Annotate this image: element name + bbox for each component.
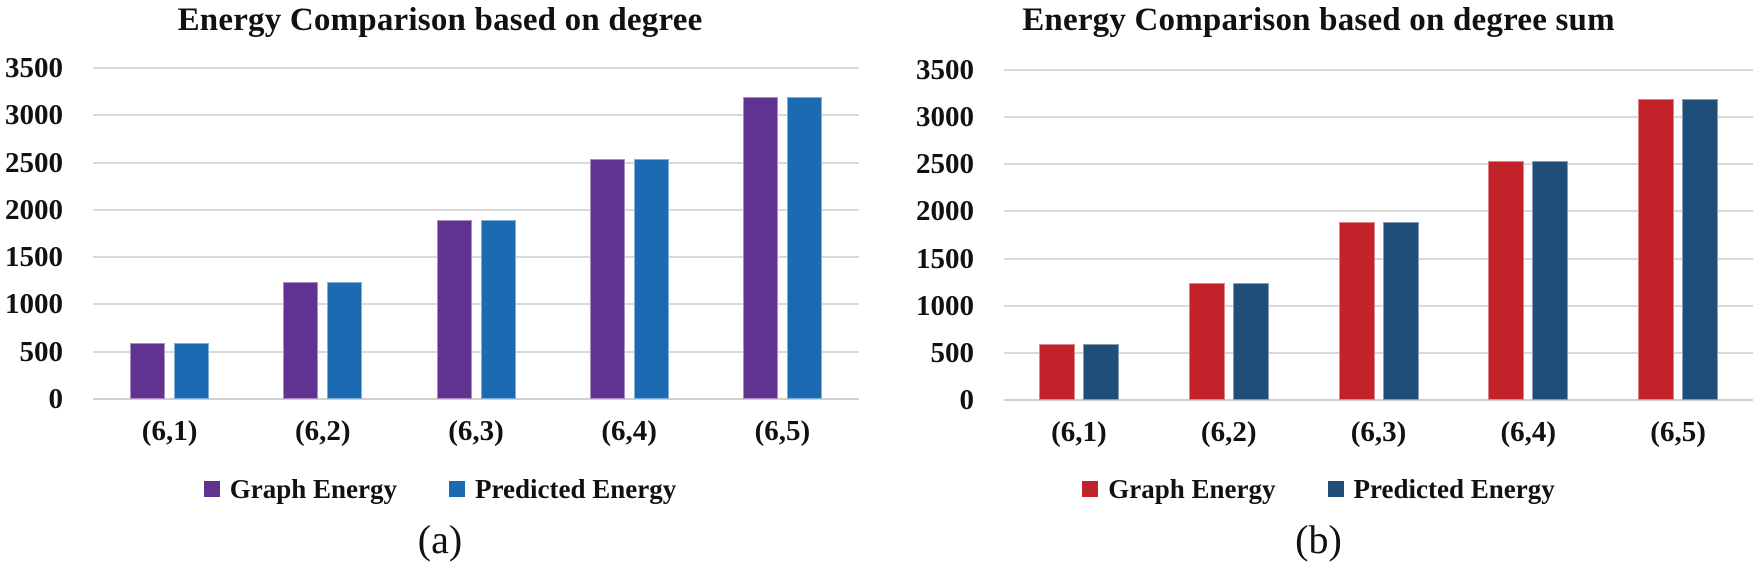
chart-a: Energy Comparison based on degree Graph … bbox=[0, 2, 880, 562]
y-tick-label: 1500 bbox=[5, 241, 63, 274]
chart-a-caption: (a) bbox=[417, 517, 463, 562]
bar-predicted-energy bbox=[480, 220, 516, 399]
chart-b: Energy Comparison based on degree sum Gr… bbox=[880, 0, 1757, 570]
chart-a-title: Energy Comparison based on degree bbox=[177, 2, 703, 38]
y-tick-label: 3000 bbox=[5, 99, 63, 132]
bar-predicted-energy bbox=[1682, 99, 1719, 400]
bar-predicted-energy bbox=[1382, 222, 1419, 400]
bar-graph-energy bbox=[436, 220, 472, 399]
legend-item: Graph Energy bbox=[203, 474, 398, 504]
legend-label: Graph Energy bbox=[229, 474, 398, 504]
y-tick-label: 0 bbox=[48, 383, 64, 415]
legend-swatch-icon bbox=[1082, 481, 1099, 497]
gridline bbox=[93, 350, 859, 353]
legend-item: Predicted Energy bbox=[1327, 474, 1555, 504]
gridline bbox=[1004, 304, 1753, 307]
bar-graph-energy bbox=[1338, 222, 1375, 400]
y-tick-label: 2500 bbox=[5, 146, 63, 179]
bar-graph-energy bbox=[1188, 283, 1225, 400]
legend-label: Predicted Energy bbox=[475, 474, 677, 504]
gridline bbox=[93, 208, 859, 211]
bar-predicted-energy bbox=[174, 343, 210, 399]
x-tick-label: (6,5) bbox=[754, 415, 811, 447]
y-tick-label: 3500 bbox=[5, 52, 63, 84]
y-tick-label: 1500 bbox=[916, 242, 974, 275]
x-tick-label: (6,4) bbox=[601, 415, 657, 447]
y-tick-label: 2500 bbox=[916, 148, 974, 181]
bar-predicted-energy bbox=[1232, 283, 1269, 400]
gridline bbox=[1004, 210, 1753, 213]
gridline bbox=[93, 303, 859, 306]
x-tick-label: (6,3) bbox=[1350, 416, 1407, 448]
chart-b-plot bbox=[1004, 69, 1753, 401]
legend-item: Graph Energy bbox=[1082, 474, 1276, 504]
legend-label: Graph Energy bbox=[1108, 474, 1276, 504]
gridline bbox=[1004, 257, 1753, 260]
bar-graph-energy bbox=[742, 97, 778, 399]
x-tick-label: (6,2) bbox=[1200, 416, 1257, 448]
y-tick-label: 3500 bbox=[916, 54, 974, 86]
chart-b-caption: (b) bbox=[1295, 517, 1342, 562]
legend-label: Predicted Energy bbox=[1353, 474, 1555, 504]
x-tick-label: (6,5) bbox=[1650, 416, 1706, 448]
x-tick-label: (6,3) bbox=[448, 415, 504, 447]
legend-swatch-icon bbox=[449, 481, 466, 497]
bar-graph-energy bbox=[283, 282, 319, 399]
legend-swatch-icon bbox=[203, 481, 220, 497]
x-tick-label: (6,1) bbox=[1051, 416, 1107, 448]
y-tick-label: 500 bbox=[19, 335, 64, 368]
chart-b-title: Energy Comparison based on degree sum bbox=[1022, 2, 1615, 38]
x-tick-label: (6,4) bbox=[1500, 416, 1557, 448]
gridline bbox=[1004, 163, 1753, 166]
x-tick-label: (6,1) bbox=[141, 415, 198, 447]
y-tick-label: 500 bbox=[930, 336, 975, 369]
gridline bbox=[1004, 116, 1753, 119]
chart-b-legend: Graph Energy Predicted Energy bbox=[880, 472, 1757, 506]
bar-predicted-energy bbox=[633, 159, 669, 399]
bar-graph-energy bbox=[130, 343, 166, 399]
y-tick-label: 2000 bbox=[5, 193, 63, 226]
gridline bbox=[93, 114, 859, 117]
chart-a-legend: Graph Energy Predicted Energy bbox=[0, 472, 880, 506]
y-tick-label: 2000 bbox=[916, 195, 974, 228]
bar-predicted-energy bbox=[327, 282, 363, 399]
bar-predicted-energy bbox=[786, 97, 822, 399]
bar-graph-energy bbox=[1638, 99, 1675, 400]
chart-a-plot bbox=[93, 67, 859, 400]
gridline bbox=[93, 67, 859, 69]
legend-item: Predicted Energy bbox=[449, 474, 676, 504]
gridline bbox=[93, 398, 859, 400]
bar-predicted-energy bbox=[1082, 344, 1119, 400]
gridline bbox=[93, 256, 859, 259]
gridline bbox=[1004, 351, 1753, 354]
gridline bbox=[1004, 69, 1753, 71]
legend-swatch-icon bbox=[1327, 481, 1344, 497]
gridline bbox=[1004, 399, 1753, 401]
bar-graph-energy bbox=[1488, 161, 1525, 400]
y-tick-label: 3000 bbox=[916, 101, 974, 134]
bar-predicted-energy bbox=[1532, 161, 1569, 400]
bar-graph-energy bbox=[1038, 344, 1075, 400]
y-tick-label: 0 bbox=[959, 384, 975, 416]
gridline bbox=[93, 161, 859, 164]
x-tick-label: (6,2) bbox=[294, 415, 351, 447]
y-tick-label: 1000 bbox=[916, 289, 974, 322]
y-tick-label: 1000 bbox=[5, 288, 63, 321]
bar-graph-energy bbox=[589, 159, 625, 399]
